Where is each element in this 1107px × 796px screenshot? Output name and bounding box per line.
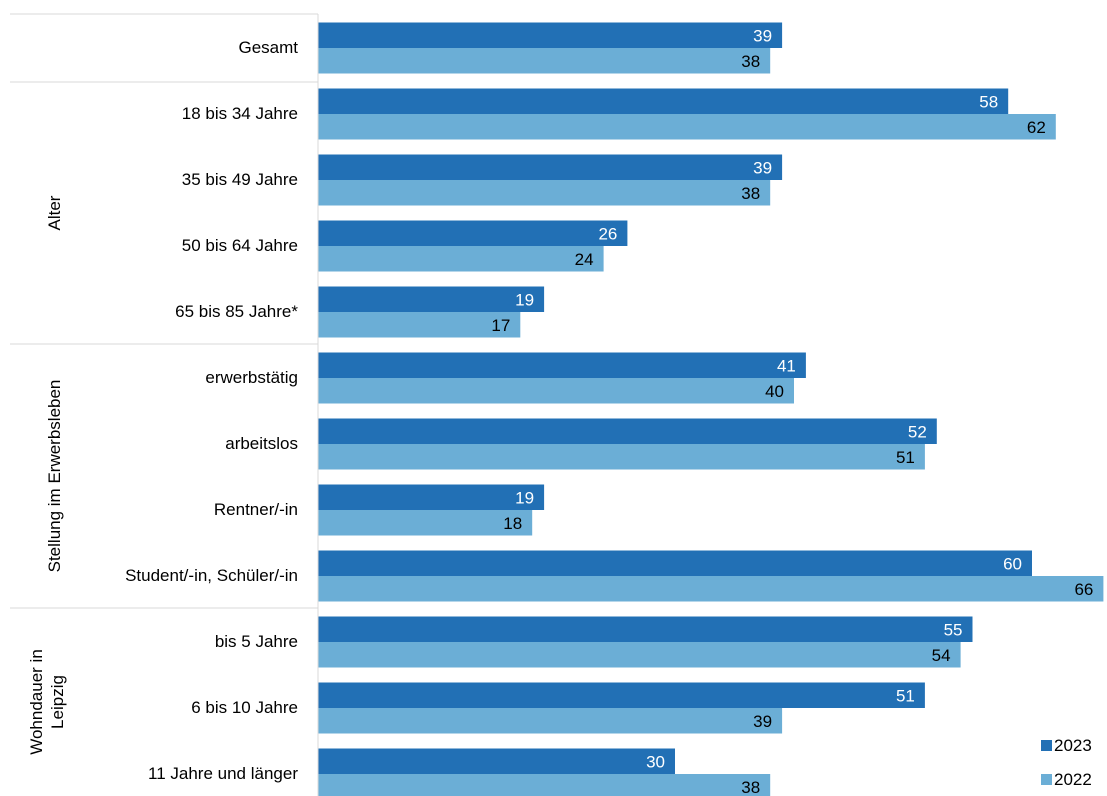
value-label-2023-gesamt: 39	[753, 26, 772, 45]
value-label-2022-6-bis-10-jahre: 39	[753, 712, 772, 731]
category-label-erwerbstätig: erwerbstätig	[205, 368, 298, 387]
group-label-stellung-im-erwerbsleben: Stellung im Erwerbsleben	[45, 380, 64, 573]
legend-label-2022: 2022	[1054, 770, 1092, 789]
group-dividers	[10, 13, 318, 609]
group-label-alter: Alter	[45, 195, 64, 230]
bar-2022-rentner-in	[318, 510, 533, 536]
bar-2022-50-bis-64-jahre	[318, 246, 604, 272]
category-label-gesamt: Gesamt	[238, 38, 298, 57]
category-label-35-bis-49-jahre: 35 bis 49 Jahre	[182, 170, 298, 189]
bar-2023-student-in-schüler-in	[318, 550, 1032, 576]
bar-2022-erwerbstätig	[318, 378, 794, 404]
bar-2023-65-bis-85-jahre	[318, 286, 545, 312]
value-label-2022-18-bis-34-jahre: 62	[1027, 118, 1046, 137]
value-label-2023-18-bis-34-jahre: 58	[979, 92, 998, 111]
value-label-2023-erwerbstätig: 41	[777, 356, 796, 375]
category-label-65-bis-85-jahre: 65 bis 85 Jahre*	[175, 302, 298, 321]
category-labels: Gesamt 18 bis 34 Jahre 35 bis 49 Jahre 50 b…	[125, 38, 298, 783]
value-label-2022-35-bis-49-jahre: 38	[741, 184, 760, 203]
legend-swatch-2023	[1041, 740, 1052, 751]
bar-2022-18-bis-34-jahre	[318, 114, 1056, 140]
bar-2023-35-bis-49-jahre	[318, 154, 783, 180]
category-label-bis-5-jahre: bis 5 Jahre	[215, 632, 298, 651]
legend-label-2023: 2023	[1054, 736, 1092, 755]
legend: 2023 2022	[1041, 736, 1092, 789]
value-label-2023-50-bis-64-jahre: 26	[598, 224, 617, 243]
bar-2023-50-bis-64-jahre	[318, 220, 628, 246]
category-label-50-bis-64-jahre: 50 bis 64 Jahre	[182, 236, 298, 255]
bar-2023-11-jahre-und-länger	[318, 748, 675, 774]
bar-2022-arbeitslos	[318, 444, 925, 470]
value-label-2022-bis-5-jahre: 54	[932, 646, 951, 665]
value-label-2023-11-jahre-und-länger: 30	[646, 752, 665, 771]
category-label-18-bis-34-jahre: 18 bis 34 Jahre	[182, 104, 298, 123]
bar-2023-arbeitslos	[318, 418, 937, 444]
bar-2023-bis-5-jahre	[318, 616, 973, 642]
value-label-2023-student-in-schüler-in: 60	[1003, 554, 1022, 573]
bar-2023-18-bis-34-jahre	[318, 88, 1009, 114]
value-label-2022-arbeitslos: 51	[896, 448, 915, 467]
bar-2022-bis-5-jahre	[318, 642, 961, 668]
group-label-wohndauer-in-leipzig: Wohndauer in Leipzig	[27, 649, 67, 755]
value-label-2023-rentner-in: 19	[515, 488, 534, 507]
bar-2022-gesamt	[318, 48, 771, 74]
bar-2022-35-bis-49-jahre	[318, 180, 771, 206]
value-label-2022-erwerbstätig: 40	[765, 382, 784, 401]
bar-2022-6-bis-10-jahre	[318, 708, 783, 734]
bar-2023-rentner-in	[318, 484, 545, 510]
category-label-student-in-schüler-in: Student/-in, Schüler/-in	[125, 566, 298, 585]
bar-2023-6-bis-10-jahre	[318, 682, 925, 708]
legend-swatch-2022	[1041, 774, 1052, 785]
category-label-6-bis-10-jahre: 6 bis 10 Jahre	[191, 698, 298, 717]
value-label-2023-65-bis-85-jahre: 19	[515, 290, 534, 309]
category-label-11-jahre-und-länger: 11 Jahre und länger	[148, 764, 298, 783]
category-label-rentner-in: Rentner/-in	[214, 500, 298, 519]
value-label-2022-student-in-schüler-in: 66	[1074, 580, 1093, 599]
value-label-2023-bis-5-jahre: 55	[944, 620, 963, 639]
bar-2022-11-jahre-und-länger	[318, 774, 771, 796]
value-label-2022-50-bis-64-jahre: 24	[575, 250, 594, 269]
value-label-2023-arbeitslos: 52	[908, 422, 927, 441]
value-label-2023-6-bis-10-jahre: 51	[896, 686, 915, 705]
bars	[318, 22, 1104, 796]
bar-2023-erwerbstätig	[318, 352, 806, 378]
group-labels: Alter Stellung im Erwerbsleben Wohndauer i…	[27, 195, 67, 755]
value-label-2022-11-jahre-und-länger: 38	[741, 778, 760, 796]
bar-2022-student-in-schüler-in	[318, 576, 1104, 602]
bar-2022-65-bis-85-jahre	[318, 312, 521, 338]
value-label-2023-35-bis-49-jahre: 39	[753, 158, 772, 177]
value-label-2022-rentner-in: 18	[503, 514, 522, 533]
bar-2023-gesamt	[318, 22, 783, 48]
value-label-2022-65-bis-85-jahre: 17	[491, 316, 510, 335]
category-label-arbeitslos: arbeitslos	[225, 434, 298, 453]
value-label-2022-gesamt: 38	[741, 52, 760, 71]
